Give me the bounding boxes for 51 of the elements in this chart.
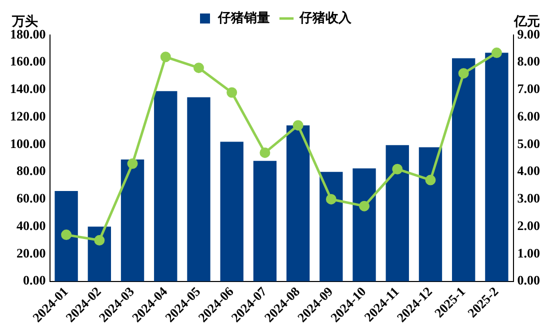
point [226,87,238,98]
y2-tick-label: 9.00 [517,26,540,42]
bar [154,91,178,282]
y-tick-label: 100.00 [10,136,46,151]
point [127,158,138,169]
bar [418,147,442,282]
bar [120,160,144,282]
point [458,68,469,79]
y-tick-label: 40.00 [16,218,46,233]
y-tick-label: 120.00 [10,108,46,124]
bar [485,52,508,282]
y2-tick-label: 4.00 [517,163,540,178]
y2-tick-label: 8.00 [517,54,540,69]
y-axis-title: 万头 [11,13,38,28]
bar [286,125,310,282]
y-tick-label: 140.00 [10,81,46,96]
y-tick-label: 0.00 [23,272,46,288]
y-tick-label: 60.00 [16,190,46,206]
bar [253,160,277,282]
point [260,147,270,158]
bar [187,97,210,282]
legend-label: 仔猪收入 [298,10,352,25]
point [160,52,171,62]
bar [352,168,376,282]
y-tick-label: 20.00 [16,245,46,260]
point [61,230,72,240]
bar [386,145,409,282]
point [425,174,436,186]
y-tick-label: 160.00 [10,54,46,69]
y2-axis-title: 亿元 [513,13,540,28]
legend-label: 仔猪销量 [217,10,270,25]
bar [54,191,78,282]
bar [452,58,476,282]
point [94,235,105,246]
bar [220,142,244,282]
point [491,48,502,58]
point [326,194,336,204]
y-tick-label: 180.00 [10,26,46,42]
y2-tick-label: 2.00 [517,218,540,233]
y2-tick-label: 0.00 [517,272,540,288]
y-tick-label: 80.00 [16,163,46,178]
point [193,62,204,74]
y2-tick-label: 1.00 [517,245,540,260]
point [292,120,304,131]
y2-tick-label: 3.00 [517,190,540,206]
bar [320,172,343,282]
y2-tick-label: 6.00 [517,108,540,124]
y2-tick-label: 5.00 [517,136,540,151]
y2-tick-label: 7.00 [517,81,540,96]
point [359,200,370,212]
point [392,164,403,174]
